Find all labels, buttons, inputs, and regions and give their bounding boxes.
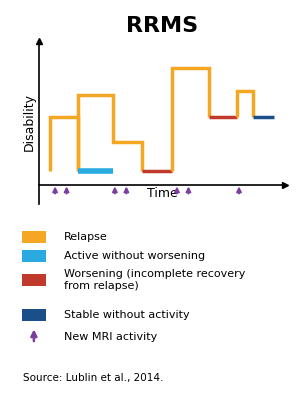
Text: Source: Lublin et al., 2014.: Source: Lublin et al., 2014. [23, 373, 164, 383]
Bar [22, 274, 46, 286]
Text: Stable without activity: Stable without activity [64, 310, 189, 320]
Text: Worsening (incomplete recovery
from relapse): Worsening (incomplete recovery from rela… [64, 269, 245, 291]
X-axis label: Time: Time [147, 187, 177, 200]
Bar [22, 231, 46, 243]
Bar [22, 250, 46, 262]
FancyBboxPatch shape [10, 213, 290, 353]
Text: Active without worsening: Active without worsening [64, 251, 205, 261]
Bar [22, 309, 46, 321]
Y-axis label: Disability: Disability [23, 93, 36, 151]
Title: RRMS: RRMS [126, 16, 198, 36]
Text: Relapse: Relapse [64, 232, 107, 242]
Text: New MRI activity: New MRI activity [64, 332, 157, 341]
